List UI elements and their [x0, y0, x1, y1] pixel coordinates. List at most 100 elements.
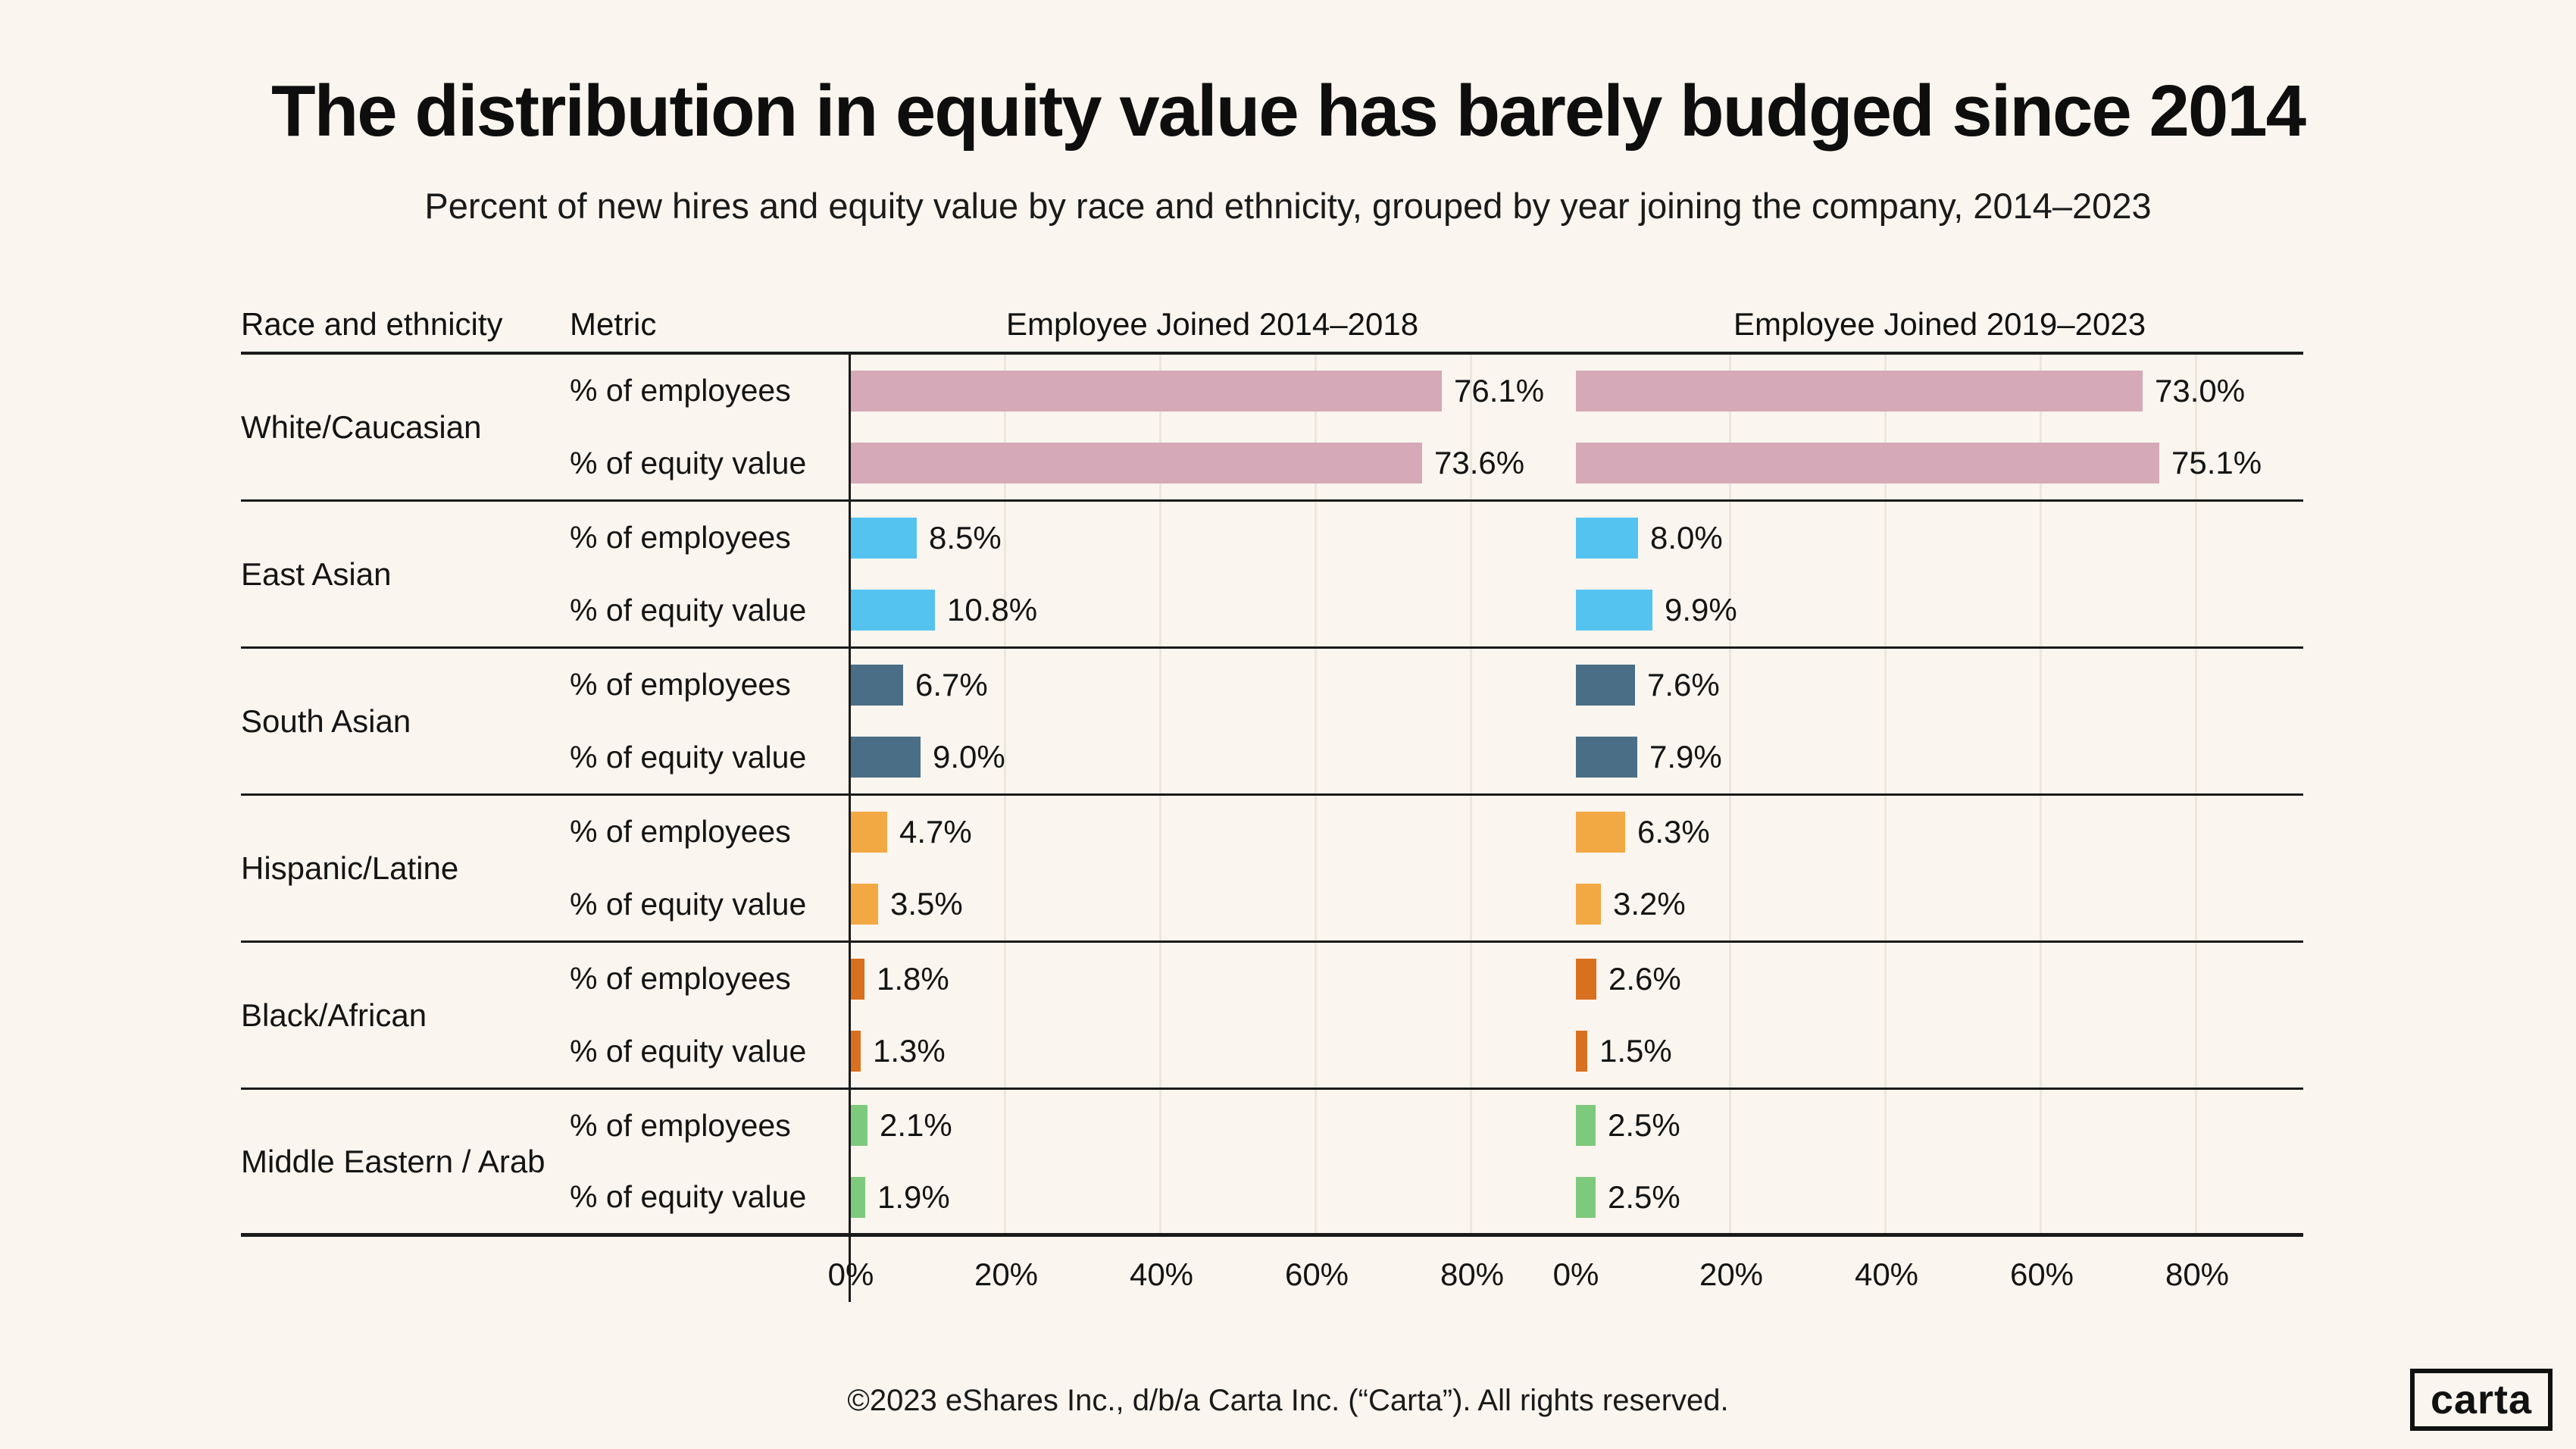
bar	[851, 664, 903, 706]
bar	[851, 811, 887, 853]
bar	[851, 884, 878, 925]
axis-spacer-race	[241, 1237, 570, 1302]
metric-label: % of equity value	[570, 1179, 807, 1215]
x-axis-panel-2: 0% 20% 40% 60% 80%	[1553, 1237, 2303, 1302]
x-tick-label: 60%	[2009, 1257, 2074, 1292]
bar-panel-1: 2.1% 1.9%	[849, 1090, 1576, 1233]
bar-row: 7.9%	[1576, 721, 2303, 794]
bar-row: 73.6%	[851, 427, 1576, 500]
bar-row: 7.6%	[1576, 649, 2303, 721]
group-row: Hispanic/Latine % of employees % of equity…	[241, 796, 2303, 943]
race-label-cell: Black/African	[241, 943, 570, 1088]
metric-label: % of employees	[570, 667, 791, 703]
x-tick-label: 40%	[1129, 1257, 1194, 1292]
bar	[1576, 737, 1637, 778]
bar-value-label: 75.1%	[2171, 445, 2262, 481]
footer-copyright: ©2023 eShares Inc., d/b/a Carta Inc. (“C…	[847, 1384, 1729, 1417]
race-label-cell: South Asian	[241, 649, 570, 793]
bar-panel-2: 6.3% 3.2%	[1576, 796, 2303, 940]
group-row: Black/African % of employees % of equity v…	[241, 943, 2303, 1090]
bar-value-label: 2.5%	[1608, 1178, 1680, 1215]
bar	[851, 517, 917, 559]
bar-value-label: 73.6%	[1434, 445, 1525, 481]
bar-row: 1.9%	[851, 1162, 1576, 1234]
bar-value-label: 73.0%	[2155, 372, 2246, 408]
axis-spacer-metric	[570, 1237, 849, 1302]
race-label: Black/African	[241, 997, 427, 1033]
metric-label: % of equity value	[570, 592, 807, 627]
bar-panel-1: 1.8% 1.3%	[849, 943, 1576, 1088]
bar-row: 1.3%	[851, 1016, 1576, 1088]
bar-value-label: 6.3%	[1637, 813, 1710, 850]
bar-value-label: 2.5%	[1608, 1107, 1680, 1144]
metric-label: % of equity value	[570, 739, 807, 775]
race-label: South Asian	[241, 703, 411, 739]
bar-value-label: 7.9%	[1649, 739, 1722, 775]
bar	[1576, 1031, 1587, 1072]
bar-value-label: 10.8%	[947, 592, 1038, 628]
bar	[1576, 370, 2143, 412]
bar	[1576, 517, 1638, 559]
metric-label: % of equity value	[570, 1033, 807, 1069]
bar-panel-2: 2.5% 2.5%	[1576, 1090, 2303, 1233]
bar	[851, 590, 935, 631]
bar-panel-2: 73.0% 75.1%	[1576, 355, 2303, 499]
metric-label: % of equity value	[570, 445, 807, 480]
x-tick-label: 0%	[1552, 1257, 1599, 1292]
bar	[1576, 958, 1596, 1000]
bar	[1576, 811, 1625, 853]
bar-panel-2: 2.6% 1.5%	[1576, 943, 2303, 1088]
x-tick-label: 60%	[1284, 1257, 1349, 1292]
metric-label: % of employees	[570, 1107, 791, 1143]
bar	[851, 1105, 868, 1147]
x-tick-label: 20%	[974, 1257, 1039, 1292]
bar-row: 6.3%	[1576, 796, 2303, 868]
bar-row: 2.6%	[1576, 943, 2303, 1016]
bar-value-label: 76.1%	[1454, 372, 1545, 408]
chart-table: Race and ethnicity Metric Employee Joine…	[241, 306, 2303, 1302]
bar-row: 9.9%	[1576, 574, 2303, 647]
header-panel-2014-2018: Employee Joined 2014–2018	[1005, 306, 1419, 342]
bar-value-label: 1.9%	[877, 1178, 950, 1215]
metric-label-cell: % of employees % of equity value	[570, 355, 849, 499]
x-tick-label: 80%	[1440, 1257, 1505, 1292]
group-row: East Asian % of employees % of equity valu…	[241, 502, 2303, 649]
race-label: Middle Eastern / Arab	[241, 1143, 546, 1179]
metric-label: % of equity value	[570, 886, 807, 922]
bar-row: 10.8%	[851, 574, 1576, 647]
carta-logo: carta	[2410, 1369, 2553, 1431]
bar	[1576, 590, 1652, 631]
bar-row: 6.7%	[851, 649, 1576, 721]
bar-row: 3.5%	[851, 868, 1576, 941]
bar-row: 2.1%	[851, 1090, 1576, 1162]
bar-value-label: 9.0%	[933, 739, 1005, 775]
metric-label: % of employees	[570, 961, 791, 997]
x-axis-row: 0% 20% 40% 60% 80% 0% 20% 40% 60% 80%	[241, 1237, 2303, 1302]
chart-title: The distribution in equity value has bar…	[270, 70, 2306, 152]
bar	[851, 370, 1442, 412]
x-tick-label: 20%	[1699, 1257, 1764, 1292]
bar-value-label: 2.1%	[880, 1107, 952, 1144]
metric-label: % of employees	[570, 373, 791, 408]
race-label: White/Caucasian	[241, 408, 482, 445]
metric-label: % of employees	[570, 814, 791, 850]
table-body: White/Caucasian % of employees % of equity…	[241, 355, 2303, 1237]
bar-panel-1: 6.7% 9.0%	[849, 649, 1576, 793]
bar-row: 8.0%	[1576, 502, 2303, 574]
header-race-and-ethnicity: Race and ethnicity	[241, 306, 503, 342]
bar-row: 3.2%	[1576, 868, 2303, 941]
race-label-cell: Middle Eastern / Arab	[241, 1090, 570, 1233]
bar-row: 2.5%	[1576, 1162, 2303, 1234]
bar-value-label: 8.5%	[929, 519, 1002, 556]
metric-label-cell: % of employees % of equity value	[570, 943, 849, 1088]
x-tick-label: 40%	[1854, 1257, 1919, 1292]
bar-row: 8.5%	[851, 502, 1576, 574]
bar	[851, 737, 921, 778]
bar	[851, 1031, 861, 1072]
bar	[1576, 884, 1601, 925]
bar-panel-2: 8.0% 9.9%	[1576, 502, 2303, 646]
bar-row: 2.5%	[1576, 1090, 2303, 1162]
race-label: East Asian	[241, 556, 392, 592]
bar-value-label: 2.6%	[1608, 960, 1681, 997]
